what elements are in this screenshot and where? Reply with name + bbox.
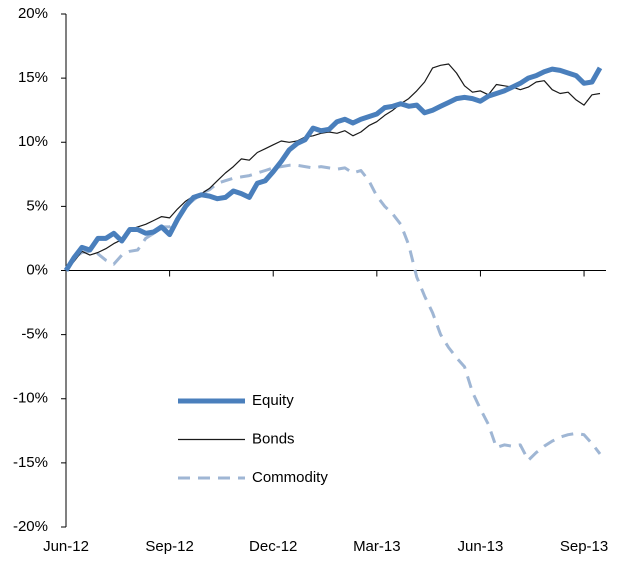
- x-tick-label: Mar-13: [353, 538, 401, 555]
- series-line: [64, 163, 602, 462]
- y-tick-label: 0%: [26, 261, 48, 278]
- series-line: [63, 66, 603, 272]
- x-tick-label: Jun-13: [458, 538, 504, 555]
- legend-label: Commodity: [252, 469, 328, 486]
- legend-label: Equity: [252, 392, 294, 409]
- y-tick-label: -5%: [21, 326, 48, 343]
- x-tick-label: Sep-13: [560, 538, 608, 555]
- legend-label: Bonds: [252, 430, 295, 447]
- y-tick-label: 15%: [18, 69, 48, 86]
- y-tick-label: -10%: [13, 390, 48, 407]
- x-tick-label: Sep-12: [145, 538, 193, 555]
- y-tick-label: -15%: [13, 454, 48, 471]
- x-tick-label: Dec-12: [249, 538, 297, 555]
- y-tick-label: 10%: [18, 133, 48, 150]
- y-tick-label: 20%: [18, 5, 48, 22]
- y-tick-label: -20%: [13, 518, 48, 535]
- x-tick-label: Jun-12: [43, 538, 89, 555]
- y-tick-label: 5%: [26, 197, 48, 214]
